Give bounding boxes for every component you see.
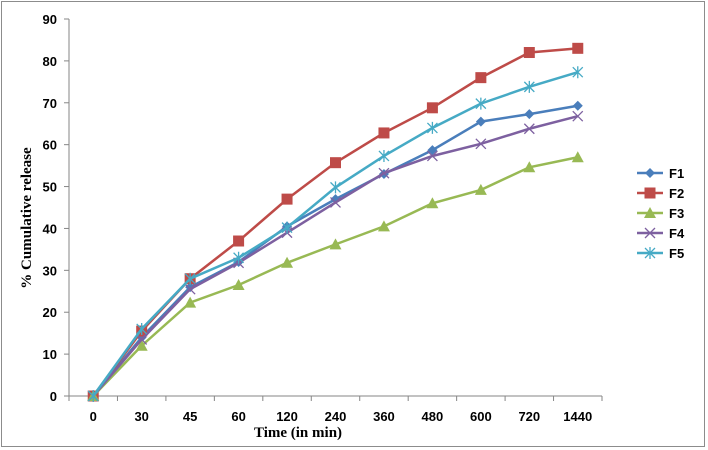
x-tick-label: 0 [90, 409, 97, 424]
data-point-f4 [426, 150, 438, 162]
data-point-f5 [233, 251, 245, 264]
series-line-f2 [92, 47, 578, 397]
y-axis-title: % Cumulative release [19, 147, 35, 289]
x-tick-label: 600 [470, 409, 492, 424]
data-point-f3 [426, 197, 439, 209]
legend-item-f3: F3 [637, 206, 684, 221]
x-tick-label: 45 [183, 409, 197, 424]
data-point-f5 [475, 97, 487, 110]
x-tick-label: 1440 [563, 409, 592, 424]
y-tick-label: 40 [43, 221, 57, 236]
legend-label: F2 [669, 186, 684, 201]
y-tick-label: 60 [43, 138, 57, 153]
data-point-f2 [426, 102, 438, 114]
legend-item-f5: F5 [637, 246, 684, 261]
x-tick-label: 120 [276, 409, 298, 424]
data-point-f3 [184, 296, 197, 308]
data-point-f4 [475, 138, 487, 150]
data-point-f3 [523, 161, 536, 173]
data-point-f2 [281, 193, 293, 205]
data-point-f5 [184, 272, 196, 285]
legend-marker [644, 227, 656, 239]
y-tick-label: 50 [43, 180, 57, 195]
x-tick-label: 360 [373, 409, 395, 424]
series-f3 [87, 151, 584, 401]
legend-marker [644, 247, 656, 259]
data-point-f1 [475, 116, 486, 127]
legend-label: F1 [669, 166, 684, 181]
series-f4 [87, 110, 584, 402]
legend-item-f2: F2 [637, 186, 684, 201]
data-point-f3 [329, 238, 342, 250]
data-point-f5 [281, 221, 293, 234]
data-point-f5 [523, 80, 535, 93]
legend-marker [645, 168, 655, 178]
legend-label: F4 [669, 226, 685, 241]
data-point-f2 [330, 157, 341, 169]
data-point-f2 [233, 235, 245, 247]
data-point-f1 [524, 109, 535, 120]
legend-marker [644, 187, 656, 199]
data-point-f1 [572, 100, 583, 111]
data-point-f3 [474, 183, 487, 195]
data-point-f1 [185, 282, 196, 293]
data-point-f3 [281, 256, 294, 268]
x-tick-label: 60 [231, 409, 245, 424]
y-tick-label: 90 [43, 12, 57, 27]
data-point-f3 [232, 278, 245, 290]
legend-item-f1: F1 [637, 166, 684, 181]
legend-label: F5 [669, 246, 684, 261]
legend-item-f4: F4 [637, 226, 685, 241]
x-tick-label: 720 [518, 409, 540, 424]
data-point-f4 [330, 197, 341, 208]
data-point-f3 [135, 339, 148, 351]
data-point-f2 [572, 42, 584, 54]
data-point-f5 [87, 390, 99, 402]
legend-marker [644, 207, 656, 218]
y-tick-label: 10 [43, 347, 57, 362]
x-axis-title: Time (in min) [254, 425, 342, 441]
data-point-f2 [523, 47, 535, 59]
series-f1 [88, 100, 583, 401]
data-point-f4 [572, 110, 584, 122]
y-tick-label: 0 [50, 389, 57, 404]
data-point-f5 [572, 66, 584, 79]
data-point-f4 [378, 167, 390, 179]
data-point-f4 [184, 283, 196, 295]
legend-label: F3 [669, 206, 684, 221]
x-tick-label: 240 [325, 409, 347, 424]
data-point-f5 [426, 121, 438, 134]
data-point-f5 [330, 181, 341, 194]
y-tick-label: 70 [43, 96, 57, 111]
data-point-f3 [571, 151, 584, 163]
y-tick-label: 30 [43, 263, 57, 278]
data-point-f2 [378, 127, 390, 139]
series-f5 [87, 66, 584, 402]
x-tick-label: 480 [422, 409, 444, 424]
data-point-f5 [136, 322, 148, 335]
x-tick-label: 30 [134, 409, 148, 424]
data-point-f3 [377, 220, 390, 232]
y-tick-label: 20 [43, 305, 57, 320]
data-point-f2 [475, 72, 487, 84]
data-point-f4 [136, 333, 148, 345]
data-point-f4 [523, 123, 535, 135]
data-point-f5 [378, 149, 390, 162]
y-tick-label: 80 [43, 54, 57, 69]
series-line-f5 [92, 71, 579, 397]
series-f2 [87, 42, 584, 402]
series-line-f1 [92, 104, 578, 397]
